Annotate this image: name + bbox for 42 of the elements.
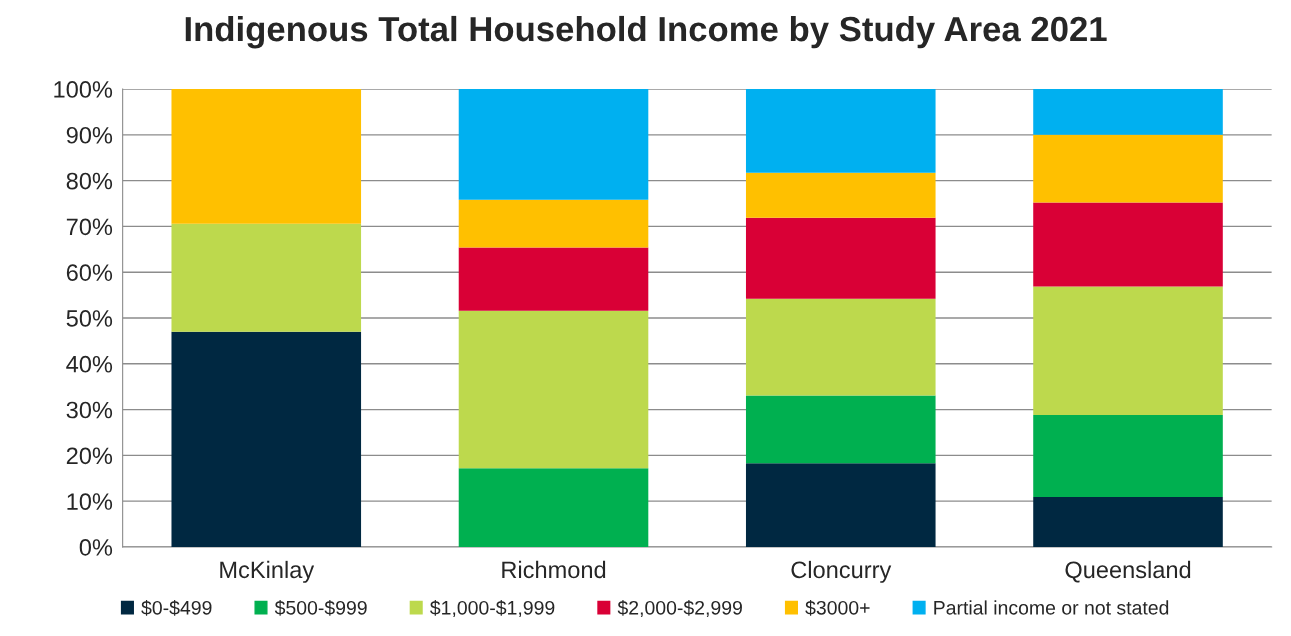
bar — [745, 298, 936, 396]
x-tick-label: Richmond — [502, 560, 606, 579]
bar — [745, 89, 936, 173]
y-tick-label: 90% — [66, 126, 113, 144]
legend-label: $500-$999 — [274, 600, 367, 616]
legend-label: $1,000-$1,999 — [430, 600, 555, 617]
bar — [745, 217, 936, 299]
bar — [745, 395, 936, 464]
bar — [745, 463, 936, 547]
bar — [458, 468, 649, 547]
bar — [171, 223, 362, 332]
y-tick-label: 80% — [66, 172, 113, 190]
bar — [458, 247, 649, 311]
y-tick-label: 20% — [66, 447, 113, 465]
legend-label: $3000+ — [805, 600, 870, 616]
y-tick-label: 100% — [54, 81, 113, 98]
bar — [171, 89, 362, 224]
bar — [1033, 497, 1223, 547]
bar — [458, 199, 649, 248]
y-tick-label: 10% — [67, 493, 113, 510]
bar — [171, 331, 362, 547]
bar — [1033, 286, 1223, 416]
y-tick-label: 30% — [66, 401, 113, 419]
bar — [1033, 134, 1223, 203]
bar — [458, 310, 649, 469]
y-tick-label: 70% — [66, 218, 113, 236]
x-tick-label: Cloncurry — [791, 560, 892, 583]
legend-label: Partial income or not stated — [934, 600, 1169, 615]
y-tick-label: 40% — [66, 355, 113, 373]
bar — [745, 172, 936, 218]
bar — [1033, 415, 1223, 498]
x-tick-label: Queensland — [1065, 560, 1191, 583]
legend-label: $2,000-$2,999 — [617, 600, 742, 617]
y-tick-label: 50% — [66, 310, 113, 327]
legend-label: $0-$499 — [141, 600, 212, 616]
y-tick-label: 60% — [66, 264, 113, 281]
x-tick-label: McKinlay — [220, 560, 315, 583]
chart-title: Indigenous Total Household Income by Study Area 2021 — [185, 15, 1107, 49]
bar — [458, 89, 649, 200]
bar — [1033, 89, 1223, 135]
bar — [1033, 202, 1223, 287]
y-tick-label: 0% — [79, 539, 113, 556]
